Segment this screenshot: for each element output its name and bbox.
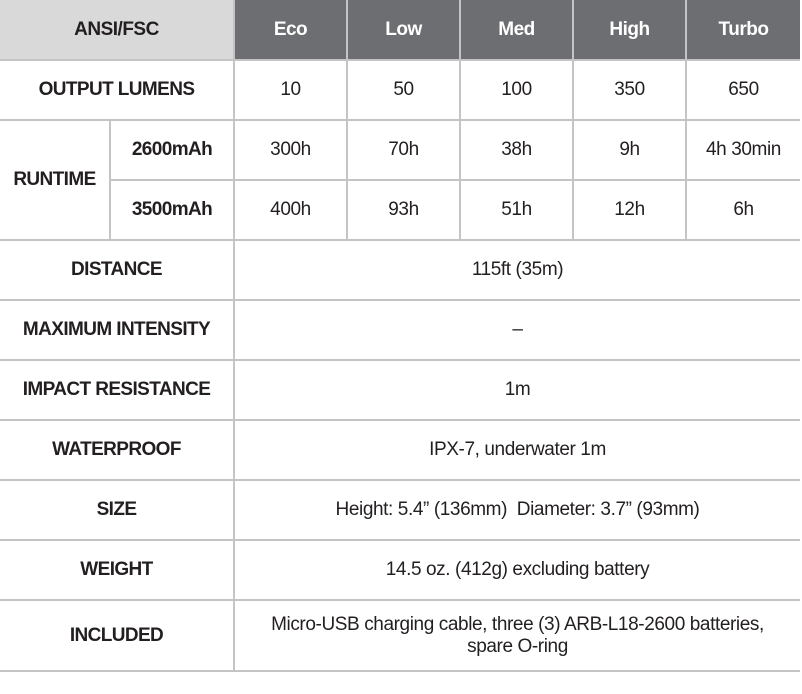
runtime-2600-high: 9h xyxy=(572,119,687,181)
lumens-med: 100 xyxy=(459,59,574,121)
size-value: Height: 5.4” (136mm) Diameter: 3.7” (93m… xyxy=(233,479,800,541)
spec-table: ANSI/FSC Eco Low Med High Turbo OUTPUT L… xyxy=(0,0,800,672)
spec-row-distance: DISTANCE 115ft (35m) xyxy=(0,239,800,301)
runtime-row-3500: 3500mAh 400h 93h 51h 12h 6h xyxy=(0,179,800,241)
header-row: ANSI/FSC Eco Low Med High Turbo xyxy=(0,0,800,61)
included-value: Micro-USB charging cable, three (3) ARB-… xyxy=(233,599,800,672)
runtime-battery-3500: 3500mAh xyxy=(110,179,235,241)
weight-label: WEIGHT xyxy=(0,539,235,601)
header-mode-eco: Eco xyxy=(233,0,348,61)
runtime-2600-med: 38h xyxy=(459,119,574,181)
lumens-high: 350 xyxy=(572,59,687,121)
lumens-low: 50 xyxy=(346,59,461,121)
runtime-2600-low: 70h xyxy=(346,119,461,181)
header-label: ANSI/FSC xyxy=(0,0,235,61)
spec-row-weight: WEIGHT 14.5 oz. (412g) excluding battery xyxy=(0,539,800,601)
included-line-2: spare O-ring xyxy=(467,635,568,657)
runtime-row-2600: RUNTIME 2600mAh 300h 70h 38h 9h 4h 30min xyxy=(0,119,800,241)
spec-row-impact: IMPACT RESISTANCE 1m xyxy=(0,359,800,421)
runtime-battery-2600: 2600mAh xyxy=(109,119,235,181)
size-label: SIZE xyxy=(0,479,235,541)
runtime-3500-eco: 400h xyxy=(233,179,348,241)
lumens-turbo: 650 xyxy=(685,59,800,121)
impact-value: 1m xyxy=(233,359,800,421)
waterproof-value: IPX-7, underwater 1m xyxy=(233,419,800,481)
header-mode-low: Low xyxy=(346,0,461,61)
runtime-2600-turbo: 4h 30min xyxy=(685,119,800,181)
output-lumens-row: OUTPUT LUMENS 10 50 100 350 650 xyxy=(0,59,800,121)
spec-row-max-intensity: MAXIMUM INTENSITY – xyxy=(0,299,800,361)
output-lumens-label: OUTPUT LUMENS xyxy=(0,59,235,121)
weight-value: 14.5 oz. (412g) excluding battery xyxy=(233,539,800,601)
max-intensity-label: MAXIMUM INTENSITY xyxy=(0,299,235,361)
spec-row-included: INCLUDED Micro-USB charging cable, three… xyxy=(0,599,800,672)
header-mode-med: Med xyxy=(459,0,574,61)
included-label: INCLUDED xyxy=(0,599,235,672)
spec-row-waterproof: WATERPROOF IPX-7, underwater 1m xyxy=(0,419,800,481)
runtime-3500-high: 12h xyxy=(572,179,687,241)
header-mode-turbo: Turbo xyxy=(685,0,800,61)
lumens-eco: 10 xyxy=(233,59,348,121)
spec-row-size: SIZE Height: 5.4” (136mm) Diameter: 3.7”… xyxy=(0,479,800,541)
header-mode-high: High xyxy=(572,0,687,61)
included-line-1: Micro-USB charging cable, three (3) ARB-… xyxy=(271,613,764,635)
waterproof-label: WATERPROOF xyxy=(0,419,235,481)
runtime-3500-low: 93h xyxy=(346,179,461,241)
max-intensity-value: – xyxy=(233,299,800,361)
distance-value: 115ft (35m) xyxy=(233,239,800,301)
runtime-3500-med: 51h xyxy=(459,179,574,241)
distance-label: DISTANCE xyxy=(0,239,235,301)
impact-label: IMPACT RESISTANCE xyxy=(0,359,235,421)
runtime-3500-turbo: 6h xyxy=(685,179,800,241)
runtime-2600-eco: 300h xyxy=(233,119,348,181)
runtime-label: RUNTIME xyxy=(0,119,111,241)
